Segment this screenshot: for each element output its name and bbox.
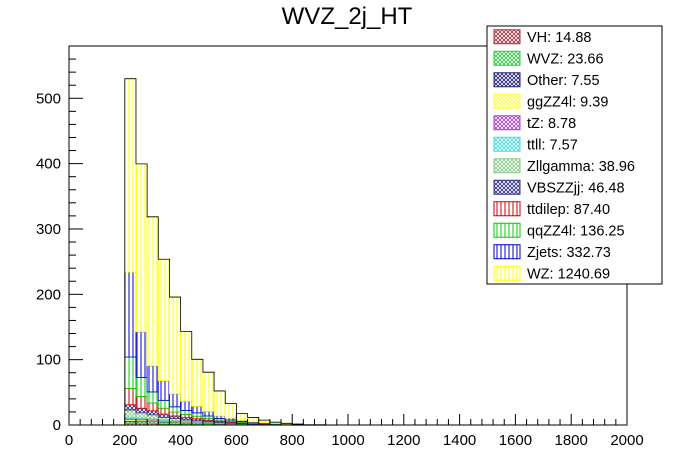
bar-wz-10 [235, 413, 248, 421]
legend-entry-vh: VH: 14.88 [527, 30, 592, 46]
bar-wz-3 [157, 258, 170, 382]
x-tick-label: 1600 [499, 432, 532, 449]
chart-title: WVZ_2j_HT [282, 3, 413, 30]
legend-entry-wvz: WVZ: 23.66 [527, 51, 604, 67]
bar-wz-11 [247, 417, 260, 423]
y-tick-label: 400 [36, 156, 61, 173]
bar-wz-8 [213, 390, 226, 417]
legend-swatch-ttdilep [493, 201, 521, 217]
bar-zjets-0 [124, 271, 137, 358]
legend-swatch-tz [493, 115, 521, 131]
y-tick-label: 500 [36, 90, 61, 107]
y-axis: 0 100 200 300 400 500 [36, 45, 83, 434]
bar-zllgamma-0 [124, 409, 137, 419]
x-tick-label: 200 [112, 432, 137, 449]
bar-ttdilep-1 [135, 396, 148, 409]
bar-zllgamma-2 [146, 414, 159, 420]
legend: VH: 14.88 WVZ: 23.66 Other: 7.55 ggZZ4l: 9.… [486, 25, 663, 285]
legend-entry-tz: tZ: 8.78 [527, 116, 576, 132]
bar-vbszzjj-3 [157, 413, 170, 418]
bar-ttdilep-3 [157, 407, 170, 415]
bar-zjets-1 [135, 331, 148, 378]
bar-ttdilep-2 [146, 402, 159, 412]
bar-zjets-3 [157, 380, 170, 401]
x-tick-label: 1000 [331, 432, 364, 449]
legend-swatch-vbszzjj [493, 179, 521, 195]
bar-zjets-5 [180, 400, 193, 411]
bar-qqzz4l-3 [157, 399, 170, 409]
legend-entry-ggzz4l: ggZZ4l: 9.39 [527, 94, 608, 110]
bar-zjets-4 [169, 393, 182, 408]
legend-swatch-wvz [493, 50, 521, 66]
bar-wz-4 [169, 296, 182, 395]
x-tick-label: 400 [168, 432, 193, 449]
x-tick-label: 600 [224, 432, 249, 449]
legend-entry-wz: WZ: 1240.69 [527, 266, 610, 282]
bar-qqzz4l-1 [135, 377, 148, 397]
bar-ttdilep-4 [169, 411, 182, 417]
x-tick-label: 800 [280, 432, 305, 449]
bar-vbszzjj-1 [135, 407, 148, 414]
x-tick-label: 1200 [387, 432, 420, 449]
bar-zjets-6 [191, 405, 204, 414]
legend-entry-zjets: Zjets: 332.73 [527, 245, 611, 261]
y-tick-label: 0 [53, 417, 61, 434]
bar-qqzz4l-6 [191, 412, 204, 417]
stacked-bars [124, 78, 338, 426]
y-tick-label: 200 [36, 286, 61, 303]
bar-qqzz4l-4 [169, 406, 182, 413]
legend-entry-ttll: ttll: 7.57 [527, 137, 578, 153]
legend-swatch-qqzz4l [493, 222, 521, 238]
bar-vbszzjj-0 [124, 404, 137, 411]
y-tick-label: 100 [36, 352, 61, 369]
legend-entry-vbszzjj: VBSZZjj: 46.48 [527, 180, 625, 196]
x-axis: 0 200 400 600 800 1000 1200 1400 1600 1800 2000 [65, 414, 644, 449]
bar-wz-2 [146, 216, 159, 367]
x-tick-label: 1800 [555, 432, 588, 449]
bar-ttdilep-5 [180, 413, 193, 419]
legend-swatch-zllgamma [493, 158, 521, 174]
x-tick-label: 0 [65, 432, 73, 449]
legend-box [486, 25, 663, 285]
bar-vbszzjj-2 [146, 410, 159, 416]
bar-zjets-2 [146, 365, 159, 393]
bar-wz-9 [224, 403, 237, 419]
legend-entry-other: Other: 7.55 [527, 73, 600, 89]
bar-ttdilep-0 [124, 388, 137, 406]
bar-wz-5 [180, 330, 193, 402]
legend-swatch-wz [493, 265, 521, 281]
legend-swatch-other [493, 72, 521, 88]
legend-swatch-ggzz4l [493, 93, 521, 109]
bar-wz-6 [191, 358, 204, 407]
bar-wz-0 [124, 78, 137, 273]
y-tick-label: 300 [36, 221, 61, 238]
bar-zllgamma-1 [135, 412, 148, 419]
legend-entry-qqzz4l: qqZZ4l: 136.25 [527, 223, 625, 239]
legend-swatch-ttll [493, 136, 521, 152]
bar-wz-7 [202, 371, 215, 412]
legend-entry-ttdilep: ttdilep: 87.40 [527, 202, 610, 218]
x-tick-label: 2000 [610, 432, 643, 449]
legend-swatch-vh [493, 29, 521, 45]
legend-entry-zllgamma: Zllgamma: 38.96 [527, 159, 635, 175]
x-tick-label: 1400 [443, 432, 476, 449]
legend-swatch-zjets [493, 244, 521, 260]
bar-zjets-7 [202, 411, 215, 417]
bar-qqzz4l-2 [146, 391, 159, 404]
bar-qqzz4l-5 [180, 410, 193, 415]
bar-wz-1 [135, 163, 148, 333]
bar-qqzz4l-0 [124, 356, 137, 389]
